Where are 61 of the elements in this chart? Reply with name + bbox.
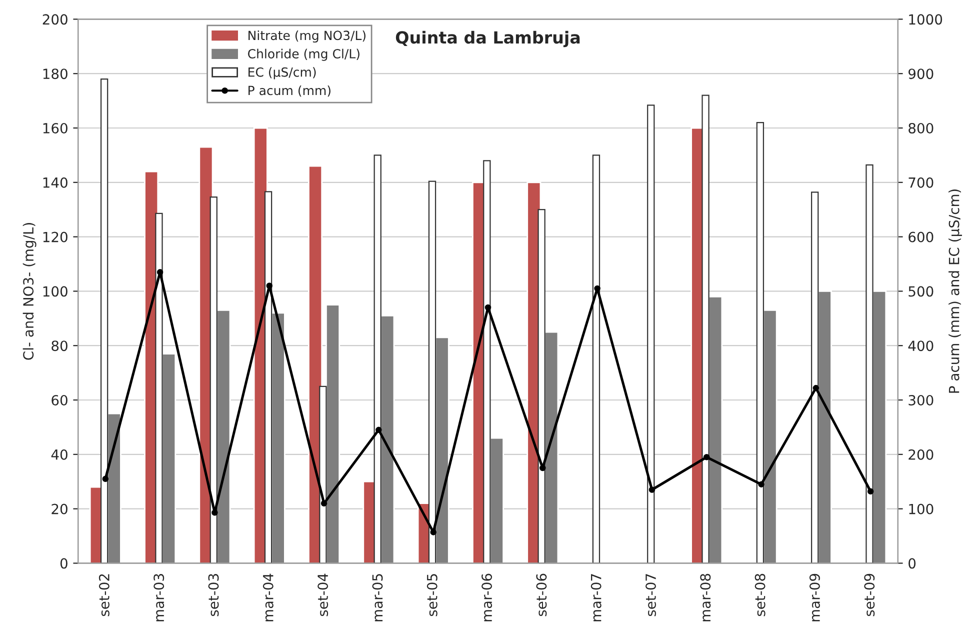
- point: [484, 304, 492, 311]
- y2-tick-label: 0: [908, 558, 916, 569]
- legend-label: Nitrate (mg NO3/L): [248, 30, 366, 43]
- y2-tick-label: 400: [908, 340, 934, 352]
- point: [156, 269, 164, 276]
- x-tick-label: mar-08: [700, 574, 711, 622]
- point: [430, 529, 436, 536]
- y-tick-label: 180: [43, 68, 68, 80]
- x-tick-label: set-03: [208, 574, 219, 616]
- x-tick-label: mar-09: [809, 574, 820, 622]
- point: [867, 488, 874, 495]
- y-tick-label: 140: [43, 177, 68, 188]
- y-tick-label: 20: [52, 504, 68, 514]
- y2-tick-label: 500: [908, 286, 934, 297]
- y-tick-label: 80: [52, 340, 68, 352]
- y2-tick-label: 1000: [909, 14, 942, 25]
- y2-tick-label: 100: [909, 504, 934, 514]
- legend-label: Chloride (mg Cl/L): [248, 48, 360, 61]
- point: [102, 476, 109, 482]
- x-tick-label: set-08: [754, 574, 766, 616]
- y2-tick-label: 200: [908, 449, 934, 460]
- legend-label: EC (µS/cm): [248, 67, 316, 80]
- y2-tick-label: 800: [908, 122, 934, 134]
- point: [212, 509, 218, 516]
- point: [758, 481, 764, 488]
- y-tick-label: 200: [42, 14, 68, 25]
- y-axis-title: Cl- and NO3- (mg/L): [22, 223, 36, 360]
- y-tick-label: 160: [43, 122, 68, 134]
- x-tick-label: mar-04: [262, 574, 274, 622]
- y2-axis-title: P acum (mm) and EC (µS/cm): [948, 190, 962, 393]
- point: [648, 486, 656, 493]
- y2-tick-label: 300: [908, 394, 934, 406]
- point: [540, 464, 546, 472]
- x-tick-label: mar-07: [590, 574, 602, 622]
- y-tick-label: 120: [43, 232, 68, 242]
- text: Quinta da Lambruja: [396, 30, 580, 48]
- x-tick-label: set-05: [426, 574, 438, 616]
- point: [594, 285, 600, 292]
- legend-label: P acum (mm): [248, 86, 330, 97]
- x-tick-label: set-02: [98, 574, 110, 616]
- x-tick-label: set-09: [864, 574, 875, 616]
- y-tick-label: 60: [52, 394, 68, 406]
- point: [266, 282, 272, 289]
- bar: [647, 104, 655, 564]
- point: [704, 454, 710, 460]
- point: [376, 426, 382, 434]
- point: [320, 500, 328, 506]
- y-tick-label: 40: [51, 449, 68, 460]
- x-tick-label: mar-05: [372, 574, 383, 622]
- point: [812, 384, 820, 392]
- y2-tick-label: 700: [908, 177, 934, 188]
- x-tick-label: set-06: [536, 574, 547, 616]
- x-tick-label: set-04: [318, 574, 328, 616]
- x-tick-label: mar-06: [482, 574, 492, 622]
- y-tick-label: 100: [43, 286, 68, 297]
- y-tick-label: 0: [60, 558, 68, 569]
- bar: [592, 154, 600, 564]
- x-tick-label: mar-03: [154, 574, 164, 622]
- y2-tick-label: 900: [908, 68, 934, 80]
- y2-tick-label: 600: [908, 232, 934, 242]
- x-tick-label: set-07: [645, 574, 656, 616]
